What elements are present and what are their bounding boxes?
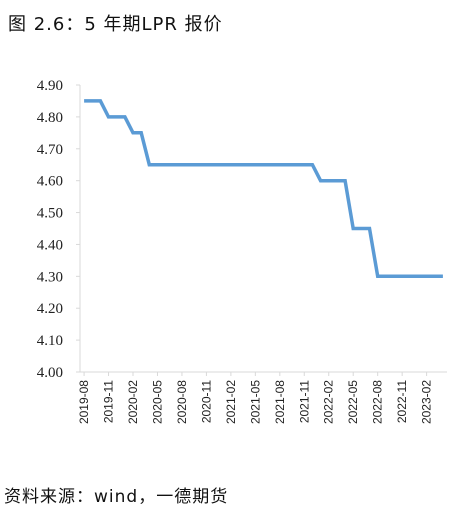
y-tick-label: 4.70 [37,142,63,158]
x-tick-label: 2022-08 [371,380,385,424]
y-tick-label: 4.50 [37,206,63,222]
y-tick-label: 4.00 [37,365,63,381]
x-tick-label: 2020-08 [175,380,189,424]
x-tick-label: 2020-02 [126,380,140,424]
source-note: 资料来源：wind，一德期货 [4,487,229,507]
x-tick-label: 2022-05 [346,380,360,424]
y-tick-label: 4.60 [37,174,63,190]
y-tick-label: 4.40 [37,237,63,253]
series-line-5y-lpr [84,99,443,279]
chart-title: 图 2.6：5 年期LPR 报价 [8,14,223,35]
y-tick-label: 4.20 [37,301,63,317]
y-axis-ticks: 4.00 4.10 4.20 4.30 4.40 4.50 4.60 4.70 4.80 4.90 [37,78,80,381]
y-tick-label: 4.30 [37,269,63,285]
x-tick-label: 2022-02 [322,380,336,424]
x-tick-label: 2023-02 [420,380,434,424]
x-tick-label: 2022-11 [395,380,409,423]
x-tick-label: 2019-11 [102,380,116,423]
x-axis-ticks: 2019-08 2019-11 2020-02 2020-05 2020-08 2020-… [77,372,434,424]
lpr-line-chart: 4.00 4.10 4.20 4.30 4.40 4.50 4.60 4.70 4.80 4.90… [37,78,447,424]
x-tick-label: 2021-11 [297,380,311,423]
x-tick-label: 2020-11 [199,380,213,423]
y-tick-label: 4.10 [37,333,63,349]
y-tick-label: 4.80 [37,110,63,126]
x-tick-label: 2019-08 [77,380,91,424]
x-tick-label: 2021-05 [248,380,262,424]
x-tick-label: 2021-08 [273,380,287,424]
x-tick-label: 2020-05 [150,380,164,424]
x-tick-label: 2021-02 [224,380,238,424]
y-tick-label: 4.90 [37,78,63,94]
